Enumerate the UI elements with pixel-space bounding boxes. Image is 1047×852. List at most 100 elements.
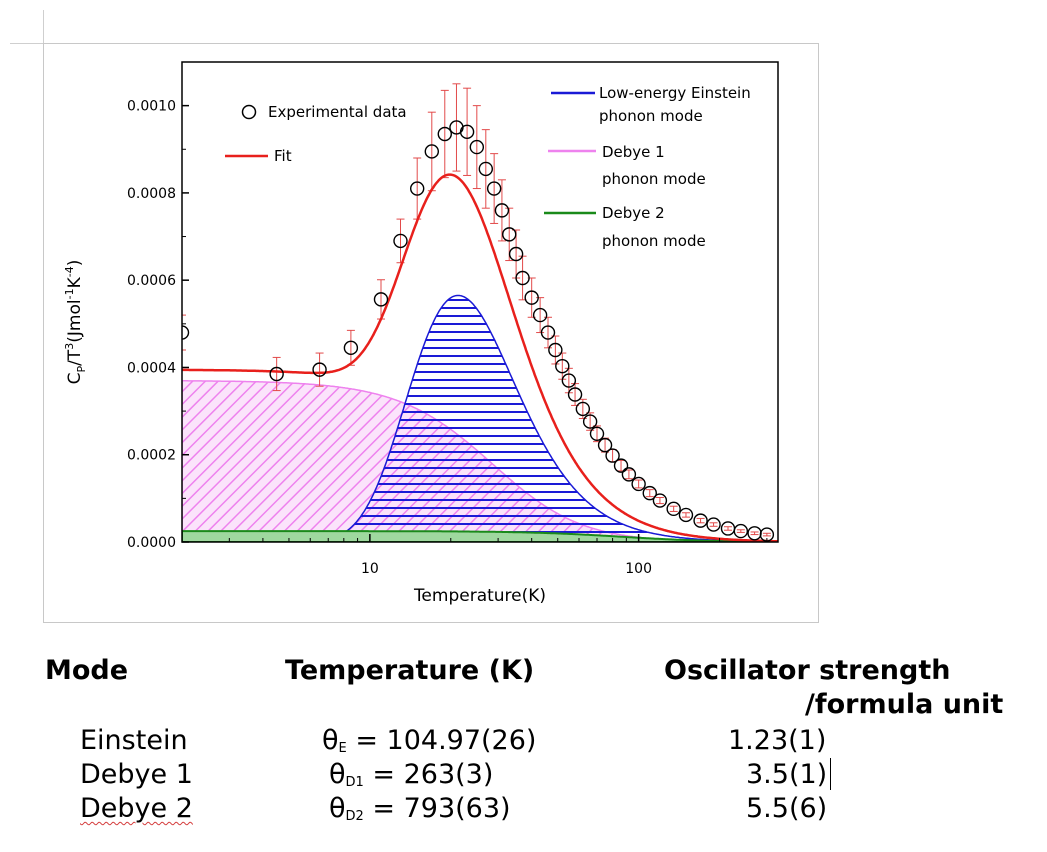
data-point <box>621 467 637 482</box>
legend-debye2-label-1: Debye 2 <box>602 204 665 222</box>
error-bar <box>505 207 514 262</box>
error-bar <box>709 522 718 527</box>
text-cursor <box>830 758 831 790</box>
error-bar <box>315 352 324 387</box>
data-point <box>459 124 475 140</box>
legend-experimental-label: Experimental data <box>268 103 407 121</box>
error-bar <box>723 526 732 531</box>
error-bar <box>463 87 472 176</box>
error-bar <box>624 469 633 480</box>
data-point <box>589 426 605 441</box>
x-axis-label: Temperature(K) <box>413 586 546 606</box>
error-bar <box>543 316 552 349</box>
data-point <box>532 307 548 323</box>
error-bar <box>536 297 545 334</box>
data-point <box>678 507 694 523</box>
data-point <box>469 139 485 155</box>
chart-frame <box>43 43 819 623</box>
error-bar <box>272 356 281 392</box>
data-point <box>666 501 681 517</box>
error-bar <box>608 448 617 463</box>
data-point <box>494 203 510 218</box>
data-point <box>582 414 598 429</box>
data-point <box>502 227 517 242</box>
row-einstein-mode: Einstein <box>80 725 188 756</box>
data-point <box>343 340 359 356</box>
row-debye2-temperature: θD2 = 793(63) <box>329 793 511 824</box>
data-point <box>567 387 583 402</box>
data-point <box>269 366 284 382</box>
data-point <box>613 458 629 473</box>
data-point <box>424 144 440 159</box>
data-point <box>393 233 408 249</box>
header-temperature: Temperature (K) <box>285 655 535 686</box>
legend-einstein-label-2: phonon mode <box>599 107 703 125</box>
fit-curve <box>182 173 778 542</box>
error-bar <box>655 496 664 505</box>
error-bar <box>551 335 560 365</box>
heat-capacity-chart: 0.0000 0.0002 0.0004 0.0006 0.0008 0.0010 10 10… <box>63 61 779 606</box>
row-debye1-mode: Debye 1 <box>80 759 193 790</box>
error-bar <box>736 529 745 533</box>
error-bar <box>452 83 461 172</box>
legend-debye1-label-1: Debye 1 <box>602 143 665 161</box>
header-oscillator-strength: Oscillator strength <box>664 655 951 686</box>
error-bar <box>669 505 678 512</box>
data-point <box>486 181 502 196</box>
header-mode: Mode <box>45 655 129 686</box>
y-tick-label: 0.0000 <box>127 535 176 551</box>
page-corner-mark-horizontal <box>10 43 44 44</box>
data-point <box>182 325 190 340</box>
data-point <box>652 493 668 508</box>
data-point <box>597 437 613 453</box>
legend-debye2-label-2: phonon mode <box>602 232 706 250</box>
data-point <box>373 292 389 307</box>
data-point <box>706 517 721 532</box>
error-bar <box>413 157 422 220</box>
chart-legend: Experimental data Fit Low-energy Einstei… <box>225 84 751 250</box>
data-point <box>548 342 563 358</box>
y-tick-label: 0.0002 <box>127 448 176 464</box>
y-tick-label: 0.0006 <box>127 273 176 289</box>
row-einstein-temperature: θE = 104.97(26) <box>322 725 537 756</box>
error-bar <box>427 111 436 192</box>
data-point <box>561 373 577 388</box>
error-bar <box>512 229 521 279</box>
error-bar <box>601 437 610 453</box>
data-point <box>605 448 620 463</box>
error-bar <box>497 179 506 242</box>
x-tick-label: 10 <box>361 561 379 577</box>
row-debye2-strength: 5.5(6) <box>746 793 828 824</box>
error-bar <box>681 512 690 518</box>
error-bar <box>490 153 499 224</box>
error-bar <box>472 105 481 190</box>
y-tick-label: 0.0008 <box>127 186 176 202</box>
data-point <box>693 513 708 528</box>
debye2-area <box>182 530 778 542</box>
y-tick-label: 0.0004 <box>127 360 176 376</box>
data-point <box>437 126 452 142</box>
data-point <box>642 485 657 501</box>
x-tick-label: 100 <box>625 561 652 577</box>
error-bar <box>182 314 186 351</box>
data-point <box>515 270 530 286</box>
data-point <box>409 181 425 196</box>
error-bar <box>634 479 643 489</box>
error-bar <box>440 89 449 179</box>
data-point <box>575 401 591 417</box>
error-bar <box>762 532 771 537</box>
data-point <box>508 246 524 262</box>
legend-debye1-label-2: phonon mode <box>602 170 706 188</box>
y-axis-label: CP/T3(Jmol-1K-4) <box>63 260 88 385</box>
data-point <box>733 523 749 539</box>
error-bar <box>645 489 654 498</box>
legend-experimental-marker <box>241 104 257 120</box>
data-point <box>524 290 539 305</box>
error-bar <box>750 531 759 536</box>
page-corner-mark-vertical <box>43 10 44 44</box>
einstein-area <box>182 294 778 542</box>
data-point <box>540 325 556 340</box>
legend-fit-label: Fit <box>274 147 292 165</box>
error-bar <box>481 129 490 209</box>
data-point <box>312 362 327 377</box>
